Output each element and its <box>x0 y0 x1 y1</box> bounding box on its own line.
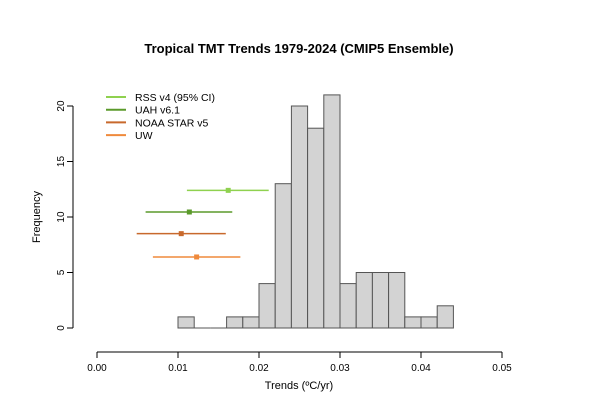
chart-title: Tropical TMT Trends 1979-2024 (CMIP5 Ens… <box>144 41 453 56</box>
y-tick-label: 10 <box>56 211 67 223</box>
y-tick-label: 15 <box>56 156 67 168</box>
histogram-bar <box>242 316 260 329</box>
obs-point <box>225 187 231 193</box>
histogram-bar <box>355 272 373 329</box>
histogram-bar <box>404 316 422 329</box>
histogram-bar <box>339 283 357 329</box>
x-tick-label: 0.03 <box>330 363 350 374</box>
x-tick-label: 0.01 <box>168 363 188 374</box>
histogram-bar <box>420 316 438 329</box>
y-axis-label: Frequency <box>31 191 43 243</box>
y-tick-label: 0 <box>56 325 67 331</box>
x-tick-label: 0.00 <box>87 363 107 374</box>
histogram-bar <box>258 283 276 329</box>
legend-label: UW <box>135 130 153 142</box>
legend-label: NOAA STAR v5 <box>135 117 208 129</box>
x-tick-label: 0.04 <box>411 363 431 374</box>
y-tick-label: 20 <box>56 100 67 112</box>
histogram-bar <box>388 272 406 329</box>
x-tick-label: 0.05 <box>492 363 512 374</box>
legend-label: UAH v6.1 <box>135 105 180 117</box>
obs-point <box>178 231 184 237</box>
x-tick-label: 0.02 <box>249 363 269 374</box>
histogram-bar <box>177 316 195 329</box>
x-axis-label: Trends (ºC/yr) <box>265 380 333 392</box>
obs-point <box>194 254 200 260</box>
y-tick-label: 5 <box>56 269 67 275</box>
histogram-bar <box>274 183 292 329</box>
obs-point <box>186 209 192 215</box>
legend-label: RSS v4 (95% CI) <box>135 92 215 104</box>
histogram-bar <box>226 316 244 329</box>
histogram-bar <box>290 105 309 329</box>
histogram-bar <box>307 127 325 329</box>
histogram-bar <box>436 305 454 329</box>
histogram-bar <box>323 94 341 329</box>
histogram-bar <box>371 272 390 329</box>
